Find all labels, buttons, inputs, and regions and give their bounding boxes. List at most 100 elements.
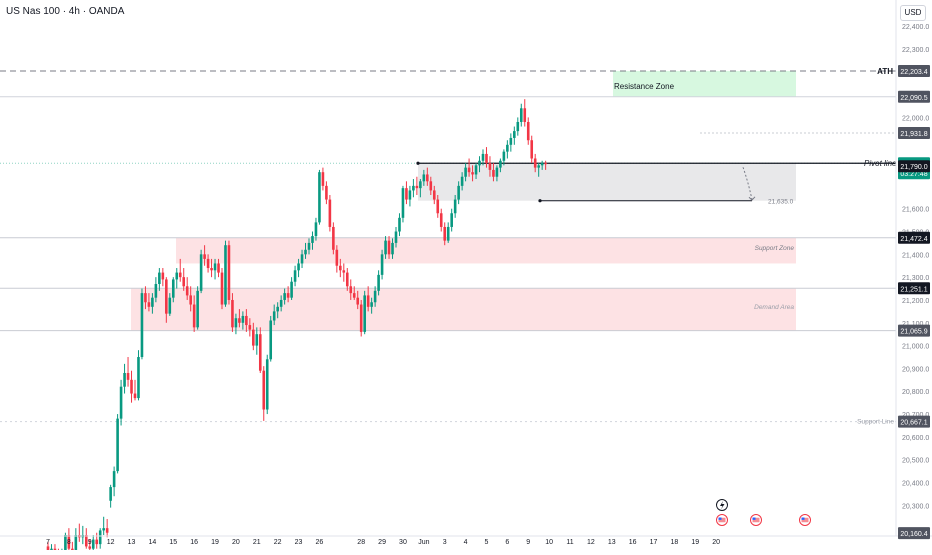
candle-body [540, 163, 544, 166]
candle-body [422, 174, 426, 182]
price-tick-label: 21,400.0 [902, 252, 929, 259]
candle-body [199, 254, 203, 291]
time-tick-label: 5 [485, 539, 489, 546]
candle-body [227, 245, 231, 300]
price-tick-label: 21,000.0 [902, 344, 929, 351]
candle-body [450, 213, 453, 227]
candle-body [133, 393, 137, 399]
candle-body [429, 181, 433, 191]
candle-body [359, 304, 363, 332]
price-tick-label: 22,400.0 [902, 24, 929, 31]
candle-body [203, 254, 206, 259]
candle-body [102, 528, 105, 531]
candle-body [398, 217, 401, 232]
candle-body [519, 108, 523, 122]
candle-body [419, 181, 422, 189]
price-tick-label: 20,300.0 [902, 503, 929, 510]
candle-body [130, 379, 133, 394]
resistance-badge-text: 22,090.5 [900, 95, 927, 102]
time-tick-label: 11 [566, 539, 573, 546]
projection-price-label: 21,635.0 [768, 199, 794, 206]
candle-body [377, 274, 380, 291]
pivot-gray-box [418, 163, 796, 201]
candle-body [457, 185, 460, 200]
candle-body [283, 293, 286, 300]
candle-body [495, 167, 499, 177]
candle-body [446, 226, 450, 241]
time-tick-label: 20 [232, 539, 240, 546]
candle-body [453, 199, 457, 214]
time-tick-label: 9 [88, 539, 92, 546]
time-tick-label: 13 [128, 539, 136, 546]
symbol-title: US Nas 100 · 4h · OANDA [6, 6, 125, 17]
candle-body [318, 172, 321, 223]
candle-body [147, 302, 151, 307]
time-tick-label: 15 [169, 539, 177, 546]
price-axis: 22,400.022,300.022,000.021,600.021,500.0… [895, 0, 932, 536]
candle-body [95, 539, 99, 545]
time-tick-label: 20 [712, 539, 720, 546]
candle-body [391, 242, 394, 255]
us-event-flag-icon-canton [718, 517, 722, 520]
price-tick-label: 21,300.0 [902, 275, 929, 282]
candle-body [370, 302, 373, 307]
candle-body [165, 279, 168, 314]
time-tick-label: 3 [443, 539, 447, 546]
candle-body [297, 263, 300, 271]
ath-badge-text: 22,203.4 [900, 69, 927, 76]
pivot-line-label: Pivot line [864, 159, 897, 168]
candle-body [502, 151, 506, 161]
candle-body [415, 185, 419, 189]
candle-body [325, 185, 328, 200]
candle-body [98, 530, 102, 545]
candle-body [533, 158, 537, 168]
price-axis-bg [896, 0, 932, 536]
candle-body [276, 306, 279, 312]
candle-body [116, 418, 119, 472]
current-price-badge-text: 21,790.0 [900, 164, 927, 171]
candle-body [238, 318, 241, 323]
candle-body [206, 258, 210, 269]
candle-body [252, 329, 255, 346]
candle-body [464, 167, 467, 177]
candle-body [339, 265, 342, 271]
event-markers [716, 499, 811, 526]
candle-body [231, 299, 234, 328]
currency-selector[interactable]: USD [900, 5, 926, 21]
candle-body [213, 263, 217, 271]
candle-body [345, 272, 349, 287]
candle-body [537, 165, 540, 168]
candle-body [258, 334, 262, 371]
support-zone-badge-text: 21,472.4 [900, 236, 927, 243]
candle-body [300, 254, 304, 264]
projection-arrowhead [748, 196, 756, 201]
candle-body [332, 226, 335, 250]
swing-high-badge-text: 21,931.8 [900, 131, 927, 138]
candle-body [499, 160, 502, 168]
candle-body [185, 286, 189, 296]
ath-badge-bg [898, 65, 930, 77]
candle-body [272, 311, 276, 321]
candle-body [151, 297, 154, 307]
price-tick-label: 20,500.0 [902, 458, 929, 465]
candle-body [140, 293, 144, 358]
candle-body [439, 213, 443, 227]
candle-body [109, 487, 112, 501]
candle-body [311, 236, 314, 243]
candle-body [262, 370, 266, 410]
candle-body [255, 334, 259, 346]
candle-body [196, 290, 199, 328]
us-event-flag-icon-canton [752, 517, 756, 520]
swing-high-badge-bg [898, 126, 930, 139]
price-tick-label: 22,000.0 [902, 115, 929, 122]
candle-body [224, 245, 227, 305]
time-tick-label: 18 [671, 539, 679, 546]
time-tick-label: 21 [253, 539, 261, 546]
candle-body [314, 222, 318, 237]
pivot-low-point [538, 199, 542, 203]
time-tick-label: Jun [418, 539, 429, 546]
price-tick-label: 20,900.0 [902, 366, 929, 373]
candle-body [67, 535, 71, 549]
